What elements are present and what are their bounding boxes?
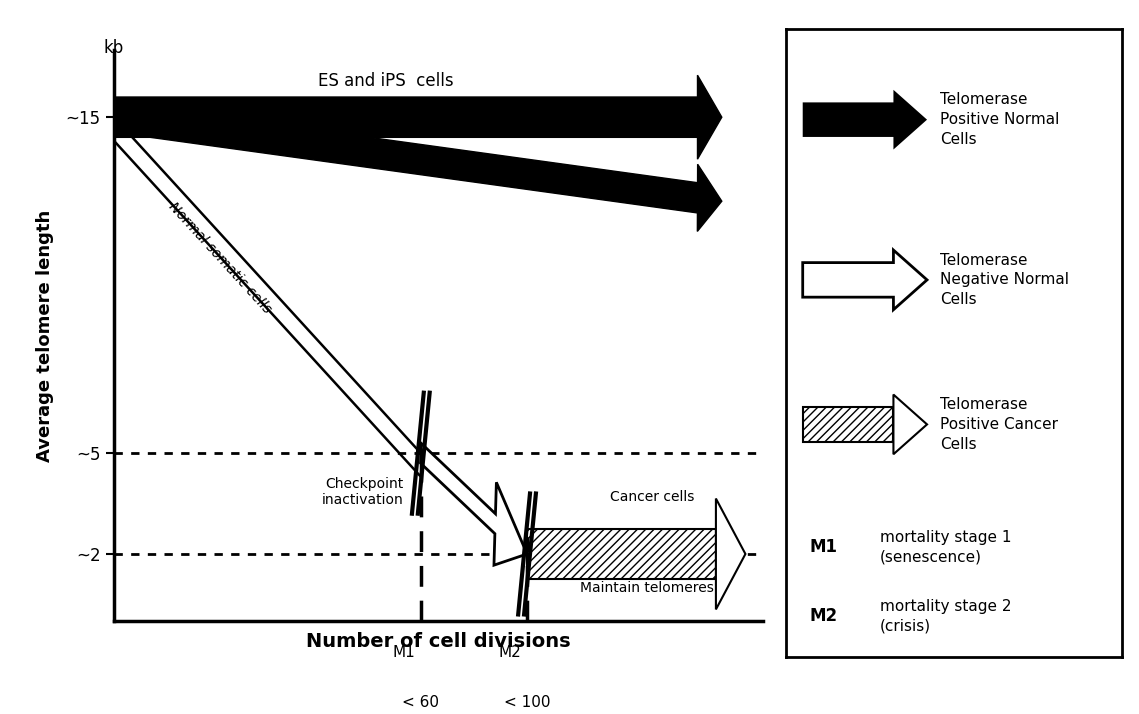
X-axis label: Number of cell divisions: Number of cell divisions — [306, 633, 571, 651]
Polygon shape — [803, 90, 927, 149]
Polygon shape — [420, 443, 527, 565]
Text: ES and iPS  cells: ES and iPS cells — [318, 72, 453, 90]
Text: < 100: < 100 — [503, 695, 550, 710]
Text: M1: M1 — [810, 538, 837, 556]
Text: < 60: < 60 — [402, 695, 440, 710]
Text: M1: M1 — [392, 645, 415, 660]
Text: M2: M2 — [499, 645, 522, 660]
Text: Maintain telomeres: Maintain telomeres — [580, 581, 714, 595]
Text: Telomerase
Positive Normal
Cells: Telomerase Positive Normal Cells — [941, 92, 1060, 147]
Text: Cancer cells: Cancer cells — [609, 490, 694, 503]
Text: Checkpoint
inactivation: Checkpoint inactivation — [321, 477, 403, 507]
Text: Telomerase
Negative Normal
Cells: Telomerase Negative Normal Cells — [941, 253, 1070, 307]
Text: mortality stage 2
(crisis): mortality stage 2 (crisis) — [880, 598, 1011, 633]
Text: kb: kb — [104, 39, 124, 56]
Text: M2: M2 — [810, 607, 837, 625]
Text: Somatic stem/progenitor cells: Somatic stem/progenitor cells — [305, 143, 513, 186]
Y-axis label: Average telomere length: Average telomere length — [36, 209, 55, 462]
Polygon shape — [114, 102, 722, 231]
Polygon shape — [114, 75, 722, 159]
Polygon shape — [716, 498, 745, 610]
Bar — [527, 529, 716, 579]
Text: mortality stage 1
(senescence): mortality stage 1 (senescence) — [880, 530, 1011, 564]
Bar — [803, 407, 893, 442]
Polygon shape — [803, 250, 927, 310]
Text: Telomerase
Positive Cancer
Cells: Telomerase Positive Cancer Cells — [941, 397, 1058, 452]
Polygon shape — [893, 395, 927, 454]
Text: Normal somatic cells: Normal somatic cells — [166, 200, 274, 316]
